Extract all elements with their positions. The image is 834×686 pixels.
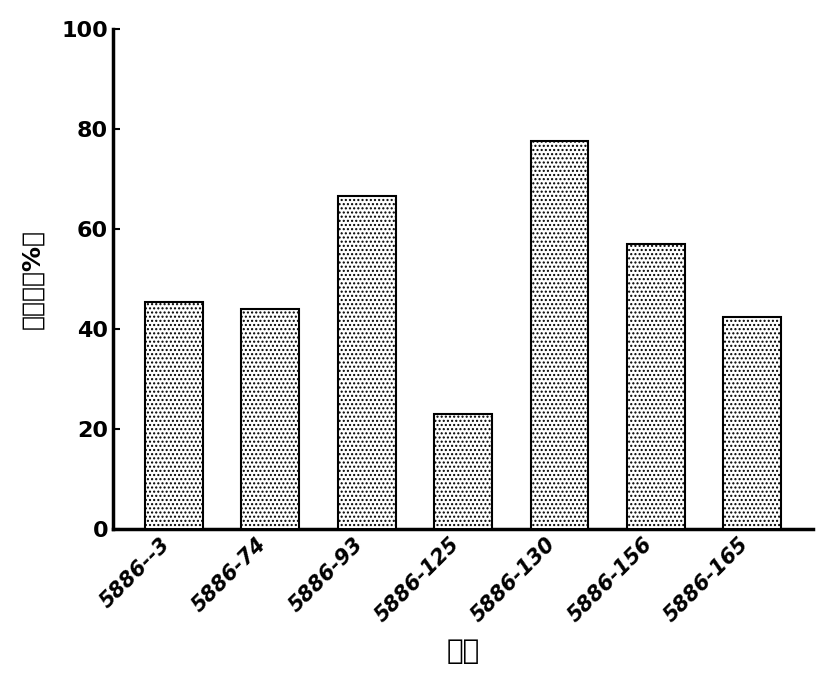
Bar: [627, 244, 685, 529]
Bar: [530, 141, 589, 529]
Y-axis label: 抑制率（%）: 抑制率（%）: [21, 229, 45, 329]
X-axis label: 克隆: 克隆: [446, 637, 480, 665]
Bar: [145, 302, 203, 529]
Bar: [723, 316, 781, 529]
Bar: [338, 196, 395, 529]
Bar: [435, 414, 492, 529]
Bar: [241, 309, 299, 529]
